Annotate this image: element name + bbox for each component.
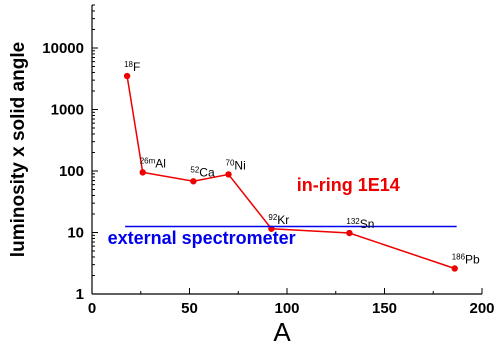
point-label: 52Ca — [190, 165, 215, 179]
axes — [91, 5, 482, 295]
y-tick-label: 10000 — [42, 40, 84, 57]
point-label: 92Kr — [268, 213, 289, 227]
y-tick-label: 1 — [76, 286, 84, 303]
point-label: 26mAl — [140, 156, 166, 170]
point-label: 132Sn — [346, 217, 374, 231]
x-tick-label: 200 — [469, 300, 494, 317]
y-tick-label: 1000 — [51, 101, 84, 118]
data-point — [190, 178, 197, 185]
data-point — [139, 169, 146, 176]
series-layer — [123, 72, 458, 272]
data-point — [346, 229, 353, 237]
point-label: 186Pb — [452, 252, 480, 266]
y-tick-label: 10 — [67, 224, 84, 241]
x-tick-label: 50 — [181, 300, 198, 317]
labels-layer: 18F 26mAl 52Ca 70Ni 92Kr 132Sn 186Pb in-ring 1E… — [108, 60, 480, 266]
x-axis-label: A — [273, 317, 291, 347]
in-ring-annotation: in-ring 1E14 — [297, 175, 400, 195]
x-tick-label: 150 — [372, 300, 397, 317]
y-tick-label: 100 — [59, 163, 84, 180]
ticks: 0 50 100 150 200 1 10 100 1000 10000 — [42, 4, 495, 317]
y-axis-label: luminosity x solid angle — [8, 42, 29, 257]
x-tick-label: 0 — [88, 300, 96, 317]
external-spectrometer-annotation: external spectrometer — [108, 228, 296, 248]
data-point — [451, 265, 458, 272]
data-point — [123, 72, 131, 80]
point-label: 18F — [124, 60, 140, 74]
data-point — [225, 171, 232, 178]
point-label: 70Ni — [226, 158, 246, 172]
x-tick-label: 100 — [274, 300, 299, 317]
